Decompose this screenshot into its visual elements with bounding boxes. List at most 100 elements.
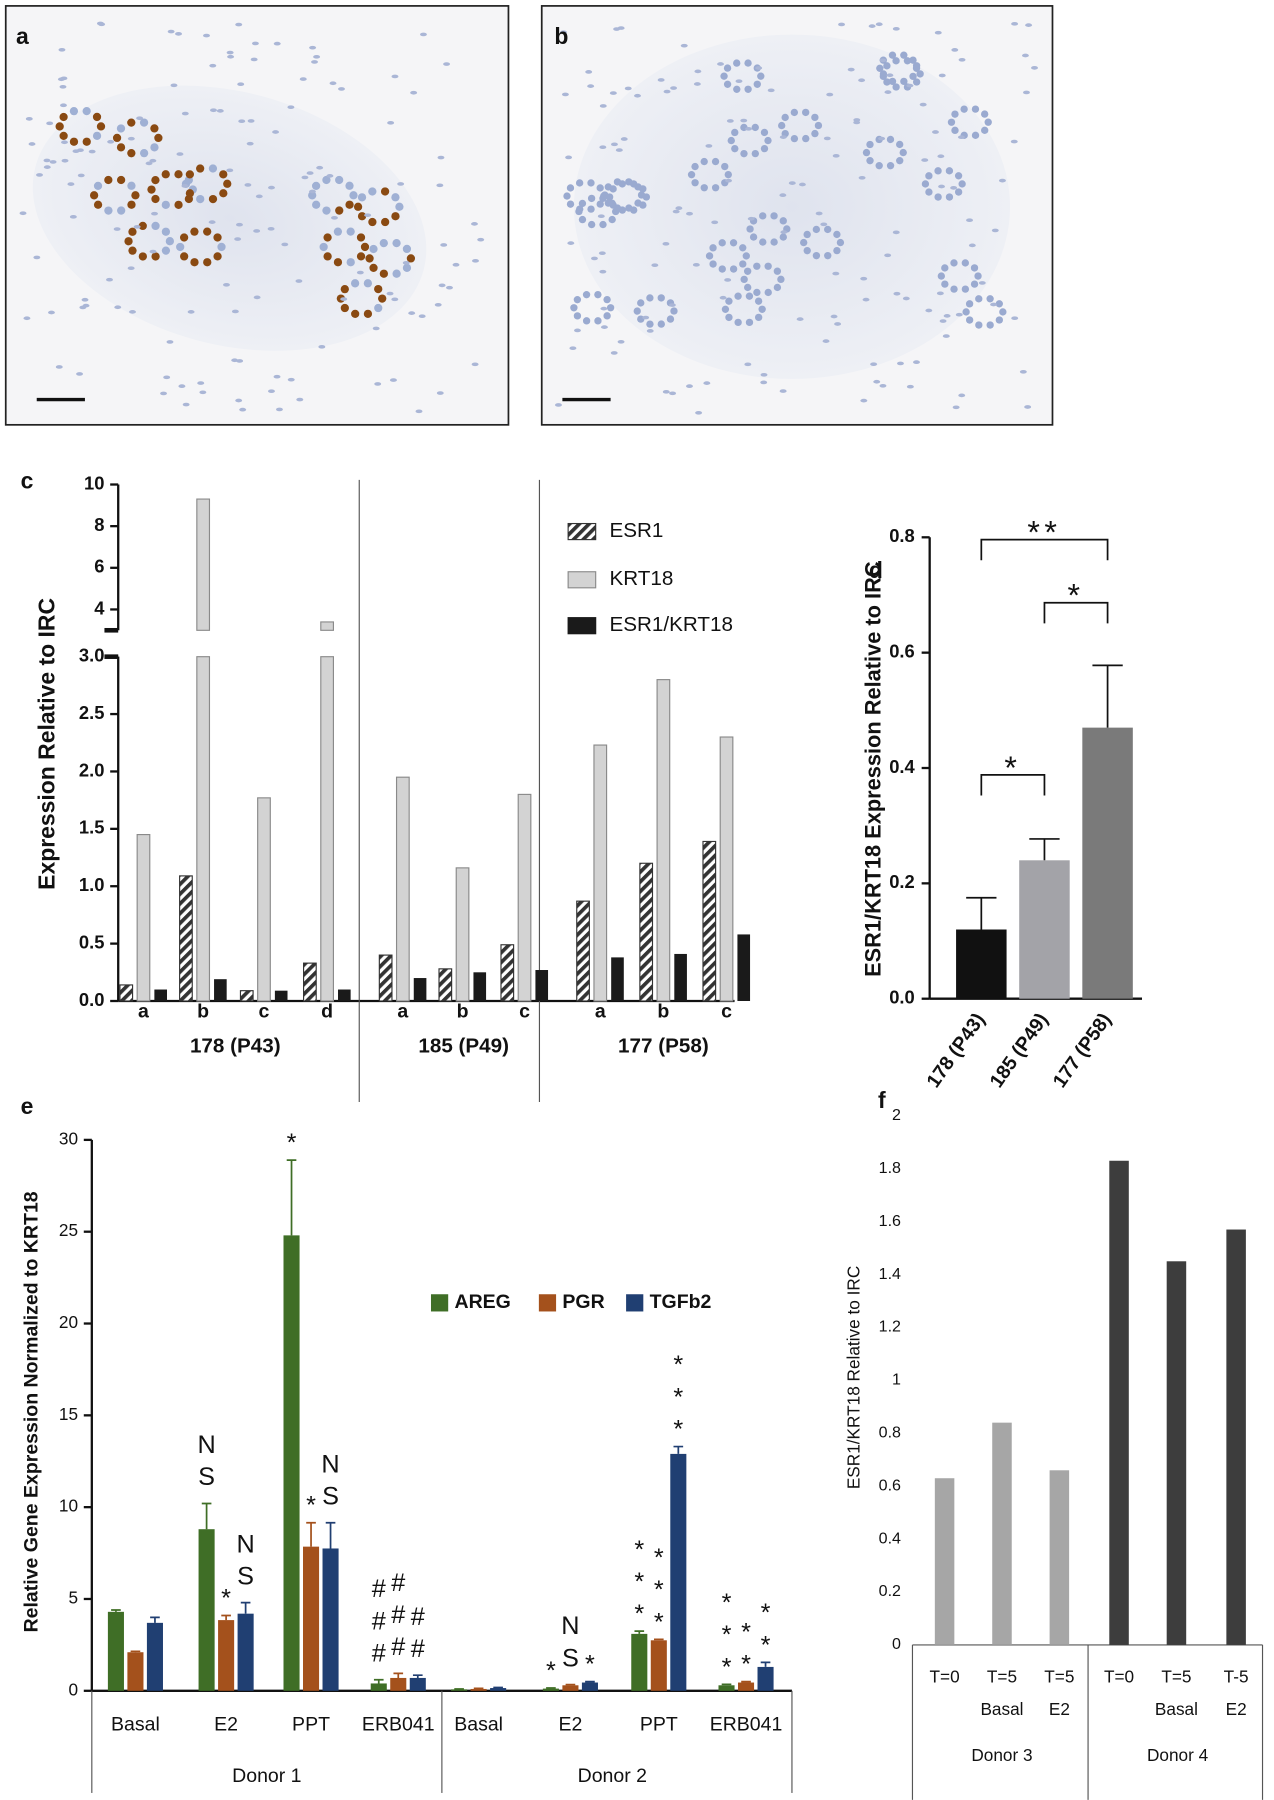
nucleus [104,175,113,185]
nucleus [374,303,383,313]
nucleus [76,372,83,376]
error-bar [130,1650,141,1653]
nucleus [573,312,582,320]
nucleus [190,227,199,236]
bar [719,736,734,1002]
nucleus [418,314,426,319]
nucleus [947,118,956,126]
nucleus [392,238,401,248]
nucleus [764,262,772,270]
nucleus [847,67,855,72]
nucleus [603,295,611,304]
nucleus [402,260,410,265]
nucleus [306,171,314,175]
group-label: 177 (P58) [618,1034,709,1057]
nucleus [888,51,897,59]
nucleus [395,202,404,211]
x-tick-label: ERB041 [710,1713,783,1735]
nucleus [833,246,841,255]
nucleus [802,134,810,143]
nucleus [93,200,103,209]
nucleus [773,283,782,292]
nucleus [823,136,831,141]
significance-bracket [980,774,1046,796]
nucleus [217,242,226,252]
nucleus [958,180,966,188]
nucleus [798,182,806,187]
bar [154,989,167,1002]
nucleus [743,267,752,275]
significance-label: # # [411,1602,425,1662]
nucleus [723,80,732,88]
x-tick-label: 177 (P58) [1049,1009,1116,1092]
nucleus [800,238,808,247]
nucleus [268,389,275,393]
nucleus [770,238,778,246]
nucleus [268,185,275,190]
nucleus [585,70,593,74]
bar [576,900,590,1002]
error-bar [393,1672,404,1678]
bar [274,990,288,1002]
nucleus [703,381,711,385]
bar [718,1685,735,1691]
nucleus [599,269,607,274]
nucleus [89,191,99,200]
nucleus [582,317,591,325]
nucleus [606,304,615,312]
nucleus [739,244,747,252]
nucleus [477,237,485,242]
nucleus [998,178,1006,183]
nucleus [912,78,921,86]
nucleus [637,191,646,199]
panel-label: f [878,1087,886,1113]
micrograph-a: a [4,5,510,426]
nucleus [900,51,908,59]
nucleus [751,149,759,158]
nucleus [770,212,778,220]
bar [378,954,393,1002]
nucleus [273,41,281,46]
nucleus [239,407,247,412]
nucleus [402,244,412,254]
x-tick-label: a [138,1001,149,1023]
nucleus [954,188,963,196]
nucleus [287,377,295,382]
bar [214,979,227,1002]
nucleus [875,22,883,27]
legend-label: KRT18 [609,567,673,590]
legend-label: AREG [455,1291,511,1313]
nucleus [693,82,701,86]
nucleus [446,285,453,290]
nucleus [335,175,344,185]
nucleus [951,126,959,135]
nucleus [878,136,886,141]
nucleus [974,272,982,280]
nucleus [566,184,575,192]
nucleus [267,227,275,231]
nucleus [59,112,68,122]
nucleus [824,225,832,234]
nucleus [902,296,910,301]
nucleus [180,252,189,261]
x-tick-label: 185 (P49) [986,1009,1053,1092]
nucleus [82,303,90,308]
x-tick-label: 178 (P43) [923,1009,990,1092]
nucleus [452,262,460,267]
bar [631,1633,648,1691]
nucleus [223,282,230,287]
nucleus [309,45,317,50]
x-tick-label: T=5 [1161,1667,1191,1687]
x-tick-label: PPT [292,1713,330,1735]
nucleus [187,310,195,314]
nucleus [196,164,205,173]
nucleus [745,318,754,327]
nucleus [276,407,283,412]
error-bar [240,1601,251,1614]
nucleus [231,309,239,314]
y-tick-label: 2 [892,1106,901,1124]
nucleus [69,137,79,146]
nucleus [780,230,788,234]
